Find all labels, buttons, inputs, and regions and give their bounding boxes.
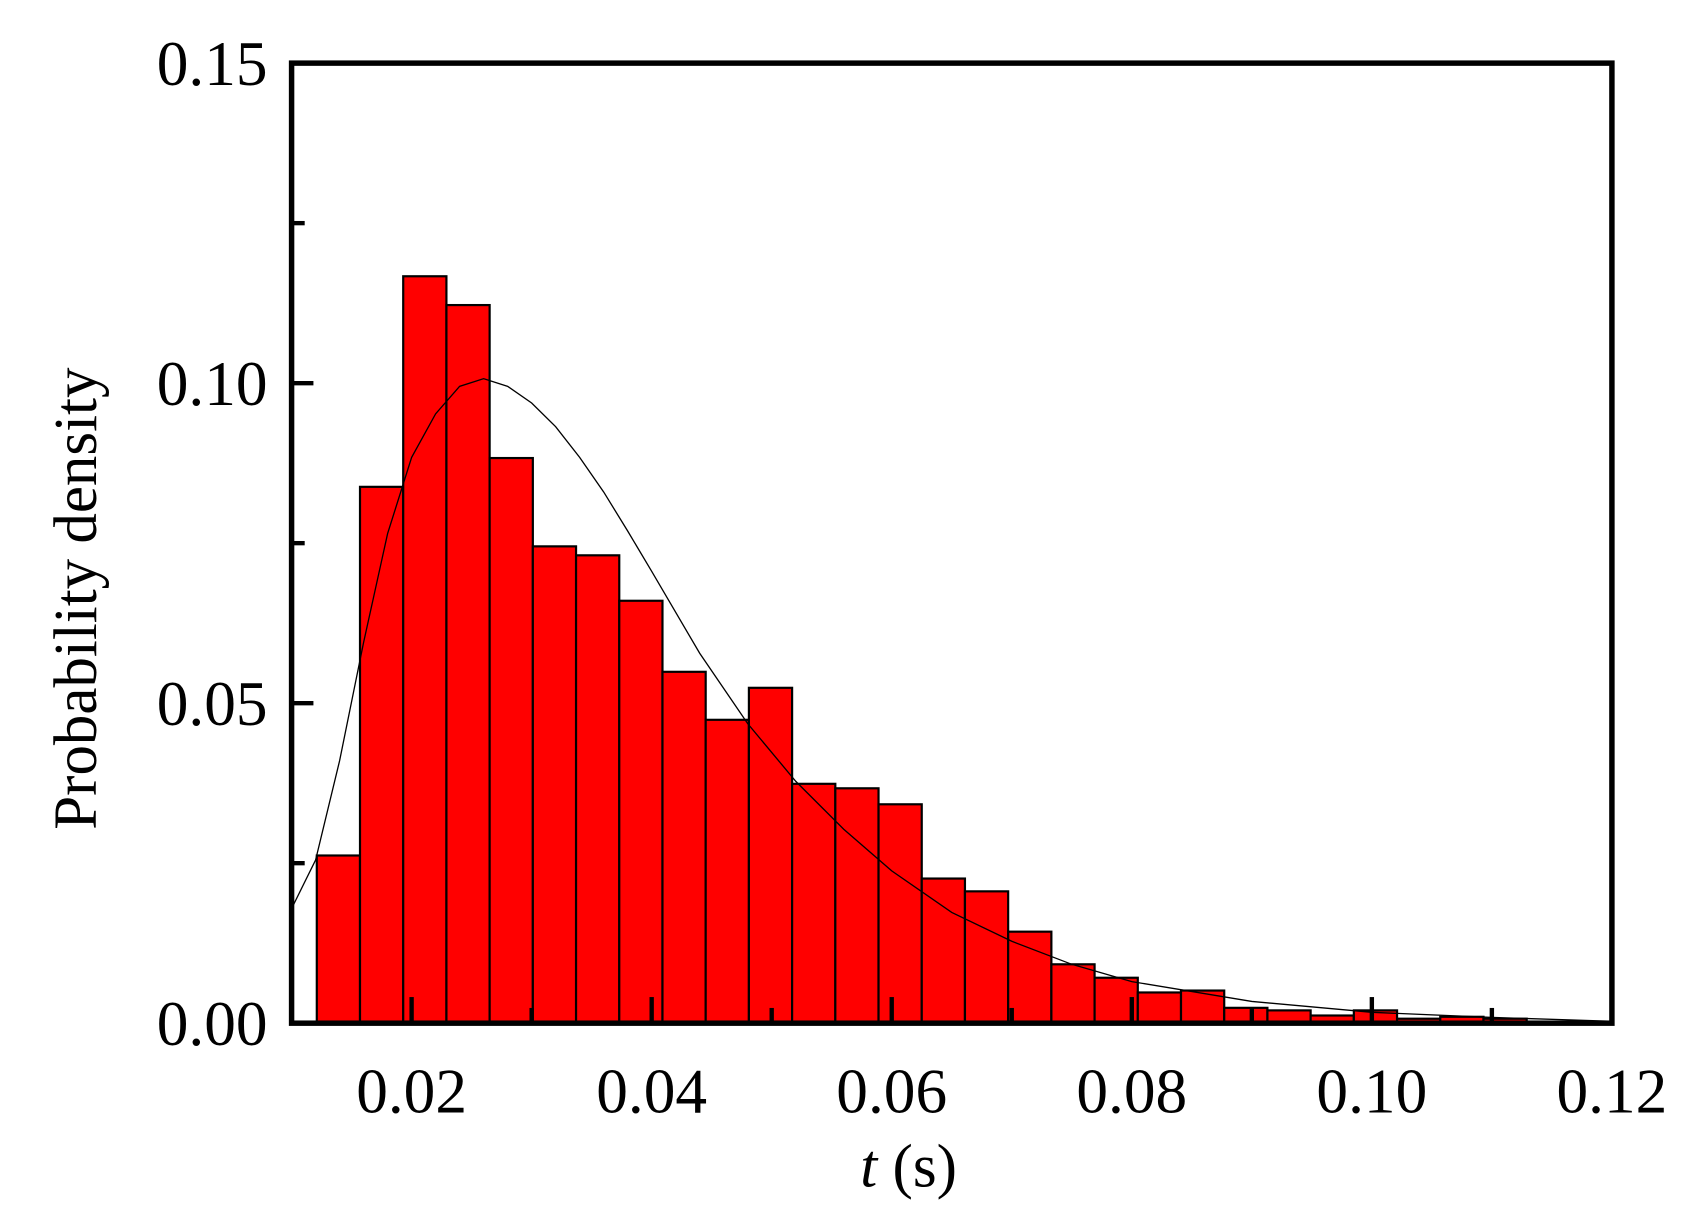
plot-frame (288, 60, 1615, 1026)
bar (747, 686, 794, 1025)
y-axis-label: Probability density (43, 367, 110, 830)
bar (834, 787, 880, 1025)
x-tick-label: 0.12 (1556, 1057, 1667, 1127)
x-axis-space (877, 1134, 892, 1201)
bar (1136, 991, 1183, 1025)
y-tick-label: 0.15 (157, 29, 268, 99)
bar (488, 456, 534, 1025)
x-tick-label: 0.02 (356, 1057, 467, 1127)
bar (963, 890, 1010, 1025)
bar (315, 854, 362, 1025)
bar (791, 782, 837, 1025)
x-axis-label: t (s) (860, 1134, 957, 1201)
bar (402, 275, 448, 1025)
x-tick-label: 0.04 (596, 1057, 707, 1127)
x-tick-label: 0.10 (1316, 1057, 1427, 1127)
bar (1050, 963, 1096, 1025)
x-axis-variable: t (860, 1134, 879, 1201)
y-tick-label: 0.05 (157, 669, 268, 739)
bar (574, 554, 621, 1025)
bar (618, 599, 664, 1025)
bar (877, 803, 923, 1025)
y-tick-label: 0.10 (157, 349, 268, 419)
bar (661, 670, 707, 1025)
bar (358, 485, 405, 1025)
bar (1007, 930, 1053, 1025)
bar (920, 877, 967, 1025)
bar (704, 718, 750, 1025)
x-tick-label: 0.06 (836, 1057, 947, 1127)
bar (531, 545, 578, 1025)
bar (445, 303, 491, 1025)
y-tick-label: 0.00 (157, 989, 268, 1059)
x-tick-label: 0.08 (1076, 1057, 1187, 1127)
fit-curve (290, 377, 1612, 1022)
x-axis-unit: (s) (892, 1134, 957, 1201)
